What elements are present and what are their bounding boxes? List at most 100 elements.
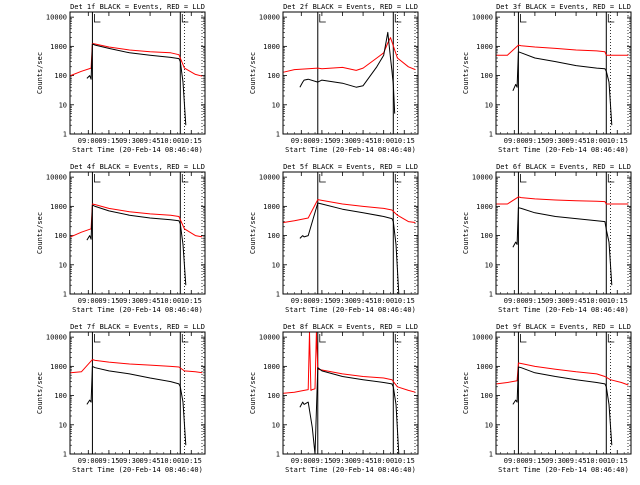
y-tick-label: 100 xyxy=(267,392,280,400)
marker-flag xyxy=(181,174,189,183)
lld-series-line xyxy=(283,37,416,73)
x-tick-label: 09:15 xyxy=(98,137,119,145)
y-axis-label: Counts/sec xyxy=(462,212,470,254)
x-tick-label: 09:15 xyxy=(98,297,119,305)
marker-flag xyxy=(607,14,615,23)
x-tick-label: 09:00 xyxy=(291,457,312,465)
plot-frame xyxy=(69,331,206,455)
y-tick-label: 1 xyxy=(489,451,493,459)
x-tick-label: 09:00 xyxy=(78,137,99,145)
y-axis-label: Counts/sec xyxy=(462,52,470,94)
x-tick-label: 09:15 xyxy=(311,297,332,305)
y-tick-label: 10 xyxy=(59,421,67,429)
x-tick-label: 09:45 xyxy=(140,457,161,465)
y-tick-label: 10000 xyxy=(472,174,493,182)
panel-title: Det 9f BLACK = Events, RED = LLD xyxy=(496,323,631,331)
x-tick-label: 09:30 xyxy=(119,457,140,465)
y-axis-label: Counts/sec xyxy=(249,52,257,94)
x-axis-label: Start Time (20-Feb-14 08:46:40) xyxy=(498,466,629,474)
y-tick-label: 10000 xyxy=(259,14,280,22)
y-tick-label: 10 xyxy=(485,261,493,269)
y-tick-label: 100 xyxy=(480,72,493,80)
x-tick-label: 10:00 xyxy=(160,457,181,465)
panel-7: Det 7f BLACK = Events, RED = LLD 1 10 100 10… xyxy=(36,323,206,474)
y-tick-label: 1 xyxy=(489,131,493,139)
x-tick-label: 09:00 xyxy=(504,457,525,465)
panel-5: Det 5f BLACK = Events, RED = LLD 1 10 100 10… xyxy=(249,163,419,314)
x-tick-label: 09:15 xyxy=(524,457,545,465)
x-tick-label: 09:30 xyxy=(119,297,140,305)
x-tick-label: 10:15 xyxy=(607,457,628,465)
plot-frame xyxy=(69,11,206,135)
x-tick-label: 09:15 xyxy=(311,137,332,145)
x-tick-label: 09:30 xyxy=(332,137,353,145)
panel-3: Det 3f BLACK = Events, RED = LLD 1 10 100 10… xyxy=(462,3,632,154)
x-tick-label: 09:00 xyxy=(291,297,312,305)
marker-flag xyxy=(607,174,615,183)
y-axis-label: Counts/sec xyxy=(249,212,257,254)
marker-flag xyxy=(394,174,402,183)
panel-1: Det 1f BLACK = Events, RED = LLD 1 10 100 10… xyxy=(36,3,206,154)
x-axis-label: Start Time (20-Feb-14 08:46:40) xyxy=(285,466,416,474)
events-series-line xyxy=(512,366,613,446)
lld-series-line xyxy=(496,44,629,56)
marker-flag xyxy=(94,334,101,343)
events-series-line xyxy=(86,204,187,286)
y-tick-label: 1 xyxy=(276,451,280,459)
y-tick-label: 1000 xyxy=(263,203,280,211)
x-tick-label: 10:15 xyxy=(394,457,415,465)
marker-flag xyxy=(394,334,402,343)
plot-frame xyxy=(282,331,419,455)
panel-title: Det 5f BLACK = Events, RED = LLD xyxy=(283,163,418,171)
plot-frame xyxy=(495,11,632,135)
y-tick-label: 10 xyxy=(485,101,493,109)
x-tick-label: 09:45 xyxy=(566,297,587,305)
x-tick-label: 09:45 xyxy=(353,137,374,145)
y-tick-label: 10 xyxy=(59,261,67,269)
x-tick-label: 09:30 xyxy=(545,457,566,465)
events-series-line xyxy=(512,207,613,286)
y-tick-label: 1 xyxy=(63,451,67,459)
panel-title: Det 4f BLACK = Events, RED = LLD xyxy=(70,163,205,171)
panel-4: Det 4f BLACK = Events, RED = LLD 1 10 100 10… xyxy=(36,163,206,314)
y-tick-label: 1000 xyxy=(476,43,493,51)
y-tick-label: 1 xyxy=(276,131,280,139)
lld-series-line xyxy=(70,359,203,374)
y-tick-label: 10 xyxy=(272,101,280,109)
y-tick-label: 10000 xyxy=(259,334,280,342)
y-axis-label: Counts/sec xyxy=(462,372,470,414)
marker-flag xyxy=(94,14,101,23)
events-series-line xyxy=(86,365,187,446)
lld-series-line xyxy=(283,331,416,394)
y-tick-label: 100 xyxy=(54,72,67,80)
y-tick-label: 1 xyxy=(63,291,67,299)
panel-2: Det 2f BLACK = Events, RED = LLD 1 10 100 10… xyxy=(249,3,419,154)
x-tick-label: 10:15 xyxy=(181,457,202,465)
marker-flag xyxy=(520,14,527,23)
events-series-line xyxy=(299,31,396,114)
lld-series-line xyxy=(70,43,203,77)
x-axis-label: Start Time (20-Feb-14 08:46:40) xyxy=(285,306,416,314)
panel-title: Det 2f BLACK = Events, RED = LLD xyxy=(283,3,418,11)
x-tick-label: 10:00 xyxy=(586,137,607,145)
x-tick-label: 10:00 xyxy=(586,297,607,305)
plot-frame xyxy=(495,331,632,455)
plot-frame xyxy=(282,171,419,295)
y-tick-label: 1000 xyxy=(476,203,493,211)
x-tick-label: 09:45 xyxy=(353,457,374,465)
x-tick-label: 10:15 xyxy=(181,297,202,305)
marker-flag xyxy=(520,174,527,183)
x-tick-label: 09:30 xyxy=(332,457,353,465)
y-tick-label: 10 xyxy=(59,101,67,109)
x-tick-label: 10:00 xyxy=(160,297,181,305)
panel-title: Det 6f BLACK = Events, RED = LLD xyxy=(496,163,631,171)
x-tick-label: 10:15 xyxy=(394,137,415,145)
y-tick-label: 100 xyxy=(54,392,67,400)
x-tick-label: 09:45 xyxy=(353,297,374,305)
y-tick-label: 10000 xyxy=(46,334,67,342)
lld-series-line xyxy=(70,203,203,238)
x-tick-label: 09:30 xyxy=(119,137,140,145)
x-tick-label: 09:45 xyxy=(140,137,161,145)
plot-frame xyxy=(69,171,206,295)
y-axis-label: Counts/sec xyxy=(36,372,44,414)
